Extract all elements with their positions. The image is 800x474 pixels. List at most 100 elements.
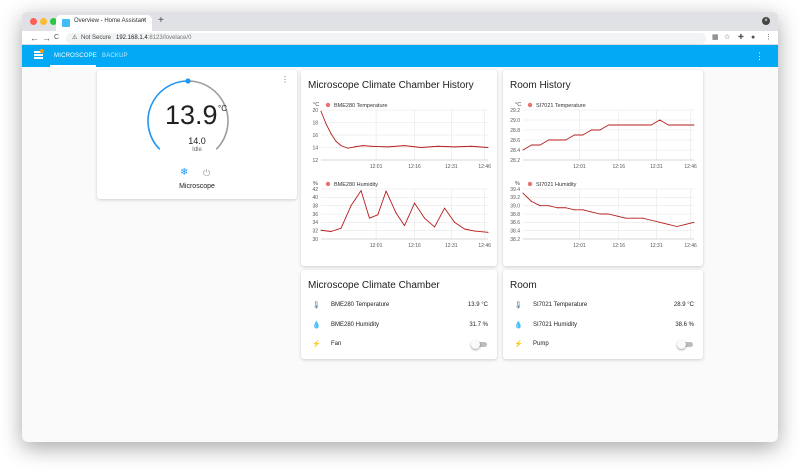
entity-label: BME280 Humidity: [331, 322, 380, 328]
fan-toggle[interactable]: [471, 340, 488, 349]
header-menu-icon[interactable]: ⋮: [755, 51, 764, 61]
legend-swatch: [325, 102, 331, 108]
data-point: [565, 207, 567, 209]
window-minimize-light[interactable]: [40, 18, 47, 25]
entity-label: SI7021 Temperature: [533, 302, 588, 308]
power-icon[interactable]: ⏻: [203, 168, 211, 178]
x-tick-label: 12:16: [613, 243, 626, 249]
entity-row-si7021-temperature[interactable]: 🌡 SI7021 Temperature 28.9 °C: [503, 299, 703, 313]
data-point: [608, 213, 609, 215]
water-percent-icon: 💧: [312, 322, 321, 329]
data-point: [599, 129, 601, 131]
data-point: [548, 205, 550, 207]
series-line: [522, 192, 695, 227]
data-point: [385, 190, 387, 192]
data-point: [642, 124, 644, 126]
x-tick-label: 12:31: [650, 243, 663, 249]
x-tick-label: 12:31: [445, 243, 458, 249]
extensions-puzzle-icon[interactable]: ✚: [738, 34, 744, 41]
room-history-card: Room History °C SI7021 Temperature 28.2 28.…: [503, 70, 703, 266]
browser-menu-icon[interactable]: ⋮: [765, 34, 772, 41]
y-tick-label: 16: [312, 133, 318, 139]
y-tick-label: 36: [312, 212, 318, 218]
y-tick-label: 28.6: [510, 138, 520, 144]
not-secure-label[interactable]: Not Secure: [81, 35, 112, 41]
data-point: [362, 145, 364, 147]
data-point: [556, 207, 558, 209]
si7021-temperature-chart[interactable]: °C SI7021 Temperature 28.2 28.4 28.6 28.8 29.0…: [503, 100, 703, 185]
browser-tab-title: Overview - Home Assistant: [74, 18, 147, 24]
window-zoom-light[interactable]: [50, 18, 57, 25]
forward-button[interactable]: →: [42, 33, 51, 43]
data-point: [633, 217, 635, 219]
pump-toggle[interactable]: [677, 340, 694, 349]
snowflake-icon[interactable]: ❄: [180, 167, 189, 178]
bme280-humidity-chart[interactable]: % BME280 Humidity 30 32 34 36 38 40 42 12:01 12:16…: [301, 179, 497, 264]
data-point: [404, 225, 405, 227]
profile-avatar-icon[interactable]: ●: [751, 34, 756, 41]
new-tab-button[interactable]: +: [158, 15, 164, 26]
thermostat-dial[interactable]: [97, 70, 297, 199]
entity-row-si7021-humidity[interactable]: 💧 SI7021 Humidity 38.6 %: [503, 319, 703, 333]
data-point: [556, 139, 558, 141]
browser-tab[interactable]: Overview - Home Assistant ×: [56, 15, 152, 31]
data-point: [608, 124, 609, 126]
tab-backup[interactable]: BACKUP: [102, 53, 128, 59]
data-point: [650, 124, 652, 126]
app-header: MICROSCOPE BACKUP ⋮: [22, 45, 778, 67]
entity-value: 31.7 %: [469, 322, 488, 328]
card-title: Room History: [510, 80, 571, 91]
bookmark-star-icon[interactable]: ☆: [724, 34, 731, 41]
more-options-icon[interactable]: ⋮: [281, 75, 289, 84]
y-tick-label: 32: [312, 228, 318, 234]
data-point: [330, 133, 332, 135]
chart-unit-label: °C: [313, 102, 319, 108]
x-tick-label: 12:31: [650, 164, 663, 170]
y-tick-label: 14: [312, 145, 318, 151]
si7021-humidity-chart[interactable]: % SI7021 Humidity 38.2 38.4 38.6 38.8 39.0 39.2…: [503, 179, 703, 264]
series-line: [320, 190, 489, 233]
tab-close-icon[interactable]: ×: [141, 17, 146, 24]
url-path: :8123/lovelace/0: [147, 35, 192, 41]
address-bar[interactable]: ⚠ Not Secure 192.168.1.4:8123/lovelace/0: [66, 33, 706, 44]
data-point: [320, 110, 322, 112]
reload-button[interactable]: C: [54, 34, 60, 41]
window-close-light[interactable]: [30, 18, 37, 25]
back-button[interactable]: ←: [30, 33, 39, 43]
x-tick-label: 12:01: [573, 164, 586, 170]
hamburger-menu-icon[interactable]: [34, 51, 43, 59]
data-point: [633, 124, 635, 126]
data-point: [676, 226, 678, 227]
data-point: [360, 190, 362, 192]
data-point: [659, 119, 661, 121]
bme280-temperature-chart[interactable]: °C BME280 Temperature 12 14 16 18 20 12:01 12:16…: [301, 100, 497, 185]
y-tick-label: 39.4: [510, 187, 520, 193]
data-point: [522, 192, 524, 194]
tab-microscope[interactable]: MICROSCOPE: [54, 53, 98, 59]
data-point: [548, 139, 550, 141]
x-tick-label: 12:01: [573, 243, 586, 249]
data-point: [420, 147, 422, 148]
data-point: [404, 145, 405, 147]
data-point: [464, 228, 466, 230]
entity-row-bme280-temperature[interactable]: 🌡 BME280 Temperature 13.9 °C: [301, 299, 497, 313]
chart-unit-label: °C: [515, 102, 521, 108]
data-point: [573, 134, 575, 136]
y-tick-label: 28.8: [510, 128, 520, 134]
browser-close-icon[interactable]: ×: [762, 17, 770, 25]
entity-row-bme280-humidity[interactable]: 💧 BME280 Humidity 31.7 %: [301, 319, 497, 333]
entity-label: Pump: [533, 341, 549, 347]
data-point: [347, 147, 349, 149]
qr-code-icon[interactable]: ▦: [712, 34, 719, 41]
data-point: [414, 202, 416, 204]
data-point: [353, 146, 355, 148]
data-point: [625, 124, 627, 126]
y-tick-label: 18: [312, 120, 318, 126]
data-point: [565, 139, 567, 141]
data-point: [434, 226, 436, 228]
entity-value: 38.6 %: [675, 322, 694, 328]
entity-label: Fan: [331, 341, 342, 347]
y-tick-label: 42: [312, 187, 318, 193]
browser-tab-strip: Overview - Home Assistant × + ×: [22, 12, 778, 31]
y-tick-label: 39.2: [510, 195, 520, 201]
